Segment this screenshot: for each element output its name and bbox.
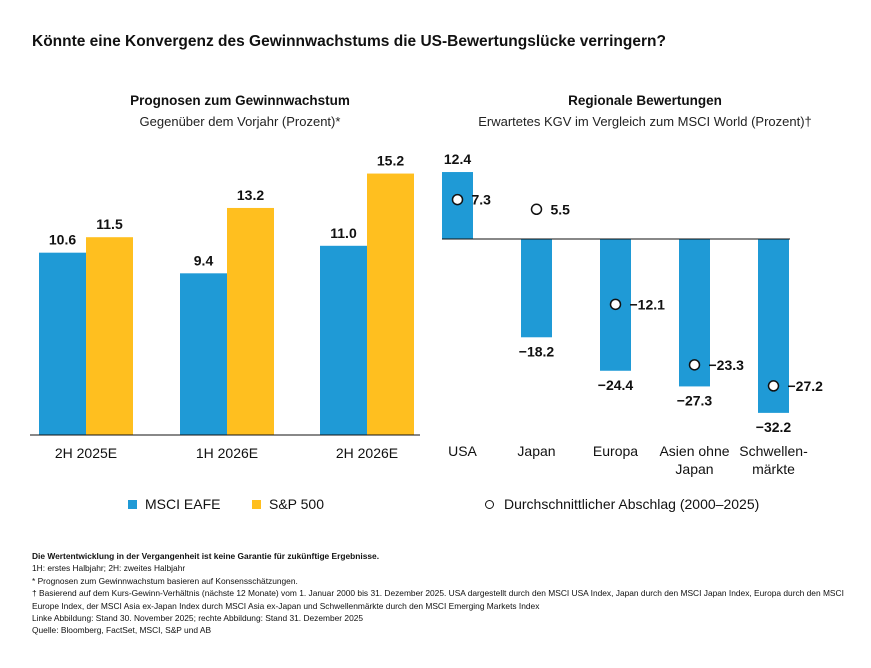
charts-canvas: 10.6 11.5 2H 2025E 9.4 13.2 1H 2026E 11.0 15.2 2…	[30, 151, 824, 477]
value-label-eafe-0: 10.6	[49, 232, 76, 248]
value-label-sp500-1: 13.2	[237, 187, 264, 203]
footnote-3: † Basierend auf dem Kurs-Gewinn-Verhältn…	[32, 588, 844, 611]
bar-sp500-1	[227, 207, 274, 435]
avg-label-4: −27.2	[788, 378, 824, 394]
right-chart-title: Regionale Bewertungen	[568, 93, 722, 108]
x-tick-label-right-2-0: Europa	[593, 443, 638, 459]
x-tick-label-left-2: 2H 2026E	[336, 445, 398, 461]
bar-sp500-0	[86, 237, 133, 435]
legend-sp500-label: S&P 500	[269, 496, 325, 512]
left-chart-subtitle: Gegenüber dem Vorjahr (Prozent)*	[139, 114, 341, 129]
footnote-5: Quelle: Bloomberg, FactSet, MSCI, S&P un…	[32, 625, 212, 636]
value-label-eafe-1: 9.4	[194, 252, 214, 268]
bar-sp500-2	[367, 173, 414, 435]
x-tick-label-right-0-0: USA	[448, 443, 477, 459]
footnote-2: * Prognosen zum Gewinnwachstum basieren …	[32, 575, 298, 586]
legend-eafe: MSCI EAFE	[128, 496, 220, 512]
x-tick-label-right-3-1: Japan	[675, 461, 713, 477]
legend-eafe-label: MSCI EAFE	[145, 496, 221, 512]
x-tick-label-left-1: 1H 2026E	[196, 445, 258, 461]
avg-label-3: −23.3	[709, 357, 745, 373]
value-label-eafe-2: 11.0	[330, 225, 357, 241]
legend-avg-label: Durchschnittlicher Abschlag (2000–2025)	[504, 496, 760, 512]
avg-marker-4	[767, 380, 780, 392]
legend-avg-marker	[485, 499, 494, 509]
value-label-sp500-0: 11.5	[96, 216, 123, 232]
footnote-disclaimer: Die Wertentwicklung in der Vergangenheit…	[32, 551, 380, 561]
value-label-sp500-2: 15.2	[377, 153, 404, 169]
bar-valuation-0	[442, 172, 473, 239]
bar-eafe-0	[39, 252, 86, 435]
avg-label-0: 7.3	[472, 192, 492, 208]
value-label-valuation-1: −18.2	[519, 343, 555, 359]
avg-label-1: 5.5	[551, 201, 571, 217]
footnote-4: Linke Abbildung: Stand 30. November 2025…	[32, 613, 364, 624]
x-tick-label-right-4-0: Schwellen-	[739, 443, 808, 459]
value-label-valuation-2: −24.4	[598, 377, 634, 393]
legend-sp500: S&P 500	[252, 496, 324, 512]
left-chart-title: Prognosen zum Gewinnwachstum	[130, 93, 350, 108]
value-label-valuation-4: −32.2	[756, 419, 792, 435]
avg-marker-3	[688, 359, 701, 371]
value-label-valuation-3: −27.3	[677, 392, 713, 408]
legend-avg: Durchschnittlicher Abschlag (2000–2025)	[485, 496, 759, 512]
value-label-valuation-0: 12.4	[444, 151, 471, 167]
legend-eafe-swatch	[128, 499, 137, 509]
avg-marker-0	[451, 193, 464, 206]
bar-valuation-1	[521, 239, 552, 338]
avg-label-2: −12.1	[630, 296, 666, 312]
bar-eafe-2	[320, 245, 367, 435]
x-tick-label-left-0: 2H 2025E	[55, 445, 117, 461]
avg-marker-1	[530, 203, 543, 216]
main-title: Könnte eine Konvergenz des Gewinnwachstu…	[32, 33, 666, 50]
bar-eafe-1	[180, 273, 227, 435]
x-tick-label-right-4-1: märkte	[752, 461, 795, 477]
footnote-1: 1H: erstes Halbjahr; 2H: zweites Halbjah…	[32, 563, 186, 574]
avg-marker-2	[609, 298, 622, 311]
right-chart-subtitle: Erwartetes KGV im Vergleich zum MSCI Wor…	[478, 114, 812, 129]
footnotes: Die Wertentwicklung in der Vergangenheit…	[32, 550, 847, 637]
legend-sp500-swatch	[252, 499, 261, 509]
x-tick-label-right-1-0: Japan	[517, 443, 555, 459]
x-tick-label-right-3-0: Asien ohne	[659, 443, 729, 459]
